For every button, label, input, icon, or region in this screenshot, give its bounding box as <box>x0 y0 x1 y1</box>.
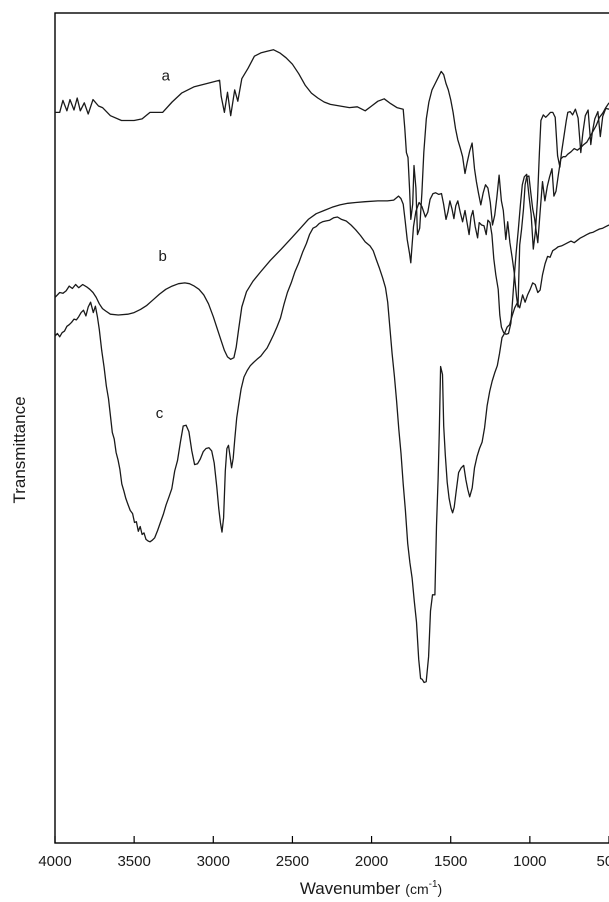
plot-frame <box>54 12 609 844</box>
trace-b <box>54 107 609 360</box>
x-axis-unit-exponent: -1 <box>429 879 438 890</box>
spectrum-traces <box>54 49 609 684</box>
x-tick-label: 3000 <box>197 853 230 870</box>
x-axis-ticks: 4000 3500 3000 2500 2000 1500 1000 500 <box>38 836 609 870</box>
x-tick-label: 500 <box>596 853 609 870</box>
x-tick-label: 2000 <box>355 853 388 870</box>
series-label-a: a <box>162 67 171 84</box>
x-tick-label: 3500 <box>117 853 150 870</box>
series-labels: a b c <box>156 67 171 422</box>
x-tick-label: 4000 <box>38 853 71 870</box>
trace-c <box>54 216 609 684</box>
trace-a <box>55 49 609 308</box>
x-axis-unit-suffix: ) <box>438 881 443 897</box>
y-axis-title: Transmittance <box>10 396 29 503</box>
x-tick-label: 1500 <box>434 853 467 870</box>
series-label-b: b <box>158 248 166 265</box>
series-label-c: c <box>156 405 164 422</box>
x-tick-label: 2500 <box>276 853 309 870</box>
x-axis-unit-prefix: (cm <box>405 881 428 897</box>
x-axis-title-main: Wavenumber <box>300 879 401 898</box>
x-tick-label: 1000 <box>513 853 546 870</box>
x-axis-title: Wavenumber (cm-1) <box>300 879 442 898</box>
